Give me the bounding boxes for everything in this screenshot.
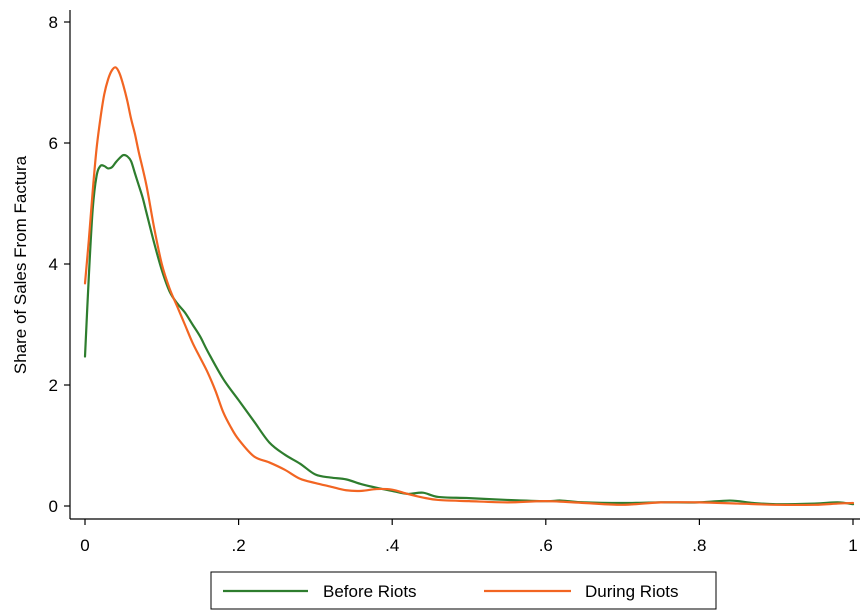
y-tick-label: 8 <box>49 13 58 32</box>
legend-label-0: Before Riots <box>323 582 417 601</box>
legend-items: Before Riots During Riots <box>223 582 679 601</box>
y-tick-label: 4 <box>49 255 58 274</box>
series-line-0 <box>83 153 855 506</box>
legend-label-1: During Riots <box>585 582 679 601</box>
series-lines <box>83 66 855 507</box>
y-axis-ticks: 0 2 4 6 8 <box>49 13 70 516</box>
y-tick-label: 6 <box>49 134 58 153</box>
x-tick-label: .8 <box>692 536 706 555</box>
x-tick-label: 1 <box>848 536 857 555</box>
x-tick-label: .6 <box>539 536 553 555</box>
x-tick-label: .2 <box>232 536 246 555</box>
series-line-1 <box>83 66 855 507</box>
x-tick-label: .4 <box>385 536 399 555</box>
plot-area: 0 2 4 6 8 0 .2 .4 .6 .8 1 <box>49 10 860 555</box>
x-tick-label: 0 <box>80 536 89 555</box>
y-tick-label: 2 <box>49 376 58 395</box>
legend: Before Riots During Riots <box>210 571 717 610</box>
x-axis-ticks: 0 .2 .4 .6 .8 1 <box>80 519 858 555</box>
y-axis-title: Share of Sales From Factura <box>11 155 30 374</box>
y-tick-label: 0 <box>49 497 58 516</box>
